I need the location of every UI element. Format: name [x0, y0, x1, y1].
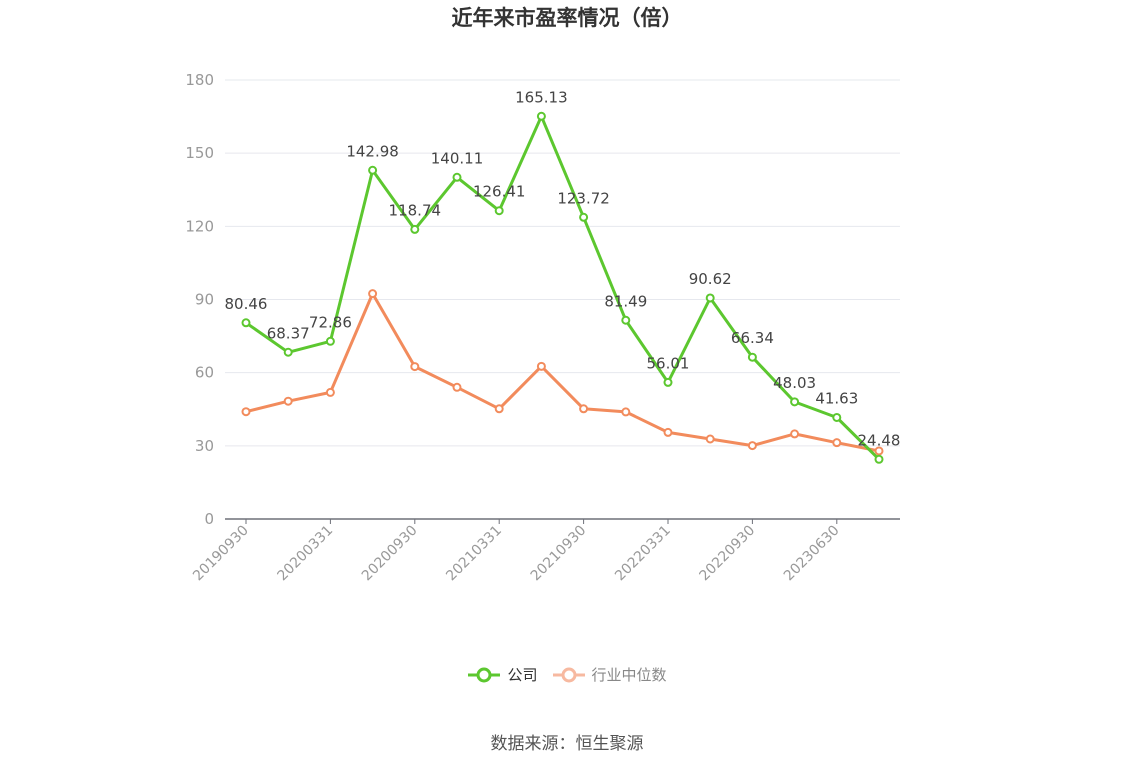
legend-company-label: 公司: [507, 666, 538, 684]
data-point-industry[interactable]: [283, 396, 293, 406]
data-label: 68.37: [267, 324, 310, 342]
data-label: 56.01: [647, 354, 690, 372]
data-point-industry[interactable]: [241, 407, 251, 417]
data-label: 81.49: [604, 292, 647, 310]
y-tick-label: 30: [195, 437, 214, 455]
y-tick-label: 90: [195, 291, 214, 309]
data-point-industry[interactable]: [874, 446, 884, 456]
data-point-industry[interactable]: [452, 382, 462, 392]
data-label: 24.48: [858, 431, 901, 449]
y-tick-label: 120: [185, 217, 214, 235]
data-label: 66.34: [731, 329, 774, 347]
data-point-company[interactable]: [579, 212, 589, 222]
data-point-company[interactable]: [452, 172, 462, 182]
data-point-company[interactable]: [410, 224, 420, 234]
data-point-company[interactable]: [621, 315, 631, 325]
y-tick-label: 60: [195, 364, 214, 382]
x-tick-label: 20210331: [443, 523, 505, 585]
data-point-industry[interactable]: [579, 404, 589, 414]
y-tick-label: 0: [204, 510, 214, 528]
data-label: 165.13: [515, 88, 568, 106]
x-tick-label: 20220930: [697, 523, 759, 585]
data-point-company[interactable]: [747, 352, 757, 362]
chart-title: 近年来市盈率情况（倍）: [451, 6, 683, 30]
x-tick-label: 20230630: [781, 523, 843, 585]
data-point-company[interactable]: [790, 397, 800, 407]
x-tick-label: 20200331: [275, 523, 337, 585]
data-point-industry[interactable]: [325, 387, 335, 397]
y-axis: 0 30 60 90 120 150 180: [185, 71, 214, 528]
x-tick-label: 20220331: [612, 523, 674, 585]
data-point-industry[interactable]: [790, 429, 800, 439]
data-point-company[interactable]: [832, 412, 842, 422]
data-label: 123.72: [557, 189, 610, 207]
data-point-industry[interactable]: [410, 362, 420, 372]
data-label: 48.03: [773, 374, 816, 392]
x-tick-label: 20210930: [528, 523, 590, 585]
data-point-company[interactable]: [241, 318, 251, 328]
legend-item-industry[interactable]: 行业中位数: [552, 664, 667, 685]
legend-company-marker-icon: [468, 667, 501, 682]
data-point-industry[interactable]: [536, 361, 546, 371]
series-lines: [241, 111, 884, 464]
data-label: 80.46: [225, 295, 268, 313]
data-point-company[interactable]: [325, 336, 335, 346]
data-point-company[interactable]: [283, 347, 293, 357]
x-tick-label: 20200930: [359, 523, 421, 585]
legend-industry-marker-icon: [552, 667, 585, 682]
data-point-industry[interactable]: [663, 427, 673, 437]
y-tick-label: 180: [185, 71, 214, 89]
y-tick-label: 150: [185, 144, 214, 162]
pe-line-chart: 0 30 60 90 120 150 180 20190930 20200331 2020093…: [185, 71, 901, 585]
data-point-company[interactable]: [536, 111, 546, 121]
data-point-industry[interactable]: [494, 404, 504, 414]
data-label: 41.63: [815, 389, 858, 407]
data-label: 126.41: [473, 183, 526, 201]
x-axis: 20190930 20200331 20200930 20210331 20210930…: [190, 518, 900, 585]
data-point-industry[interactable]: [621, 407, 631, 417]
data-label: 72.86: [309, 313, 352, 331]
series-line-company: [245, 114, 881, 461]
data-point-industry[interactable]: [747, 441, 757, 451]
data-point-industry[interactable]: [832, 438, 842, 448]
legend-item-company[interactable]: 公司: [467, 664, 538, 685]
data-point-company[interactable]: [663, 377, 673, 387]
data-point-company[interactable]: [494, 206, 504, 216]
data-point-industry[interactable]: [368, 289, 378, 299]
data-label: 142.98: [346, 142, 399, 160]
data-point-company[interactable]: [368, 165, 378, 175]
data-label: 140.11: [431, 149, 484, 167]
data-label: 118.74: [389, 201, 442, 219]
x-tick-label: 20190930: [190, 523, 252, 585]
legend-industry-label: 行业中位数: [591, 666, 667, 684]
data-source: 数据来源：恒生聚源: [490, 734, 644, 754]
data-label: 90.62: [689, 270, 732, 288]
chart-legend: 公司 行业中位数: [0, 664, 1134, 685]
series-line-industry: [245, 292, 880, 453]
data-point-company[interactable]: [874, 454, 884, 464]
data-point-company[interactable]: [705, 293, 715, 303]
data-point-industry[interactable]: [705, 434, 715, 444]
